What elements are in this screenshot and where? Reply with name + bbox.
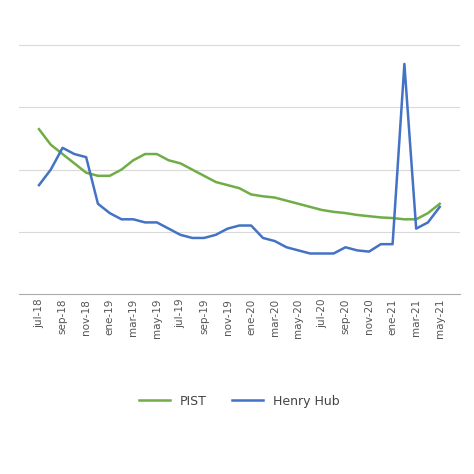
Henry Hub [95,201,101,207]
Henry Hub [60,145,65,151]
PIST [36,127,42,132]
PIST [413,217,419,222]
Legend: PIST, Henry Hub: PIST, Henry Hub [134,390,345,413]
PIST [142,151,148,157]
Henry Hub [401,61,407,67]
Henry Hub [225,226,230,231]
Henry Hub [213,232,219,237]
Henry Hub [307,251,313,256]
PIST [213,179,219,185]
Henry Hub [343,245,348,250]
PIST [319,207,325,213]
Henry Hub [295,247,301,253]
PIST [178,161,183,166]
Henry Hub [319,251,325,256]
Henry Hub [248,223,254,228]
Henry Hub [355,247,360,253]
PIST [343,210,348,216]
PIST [295,201,301,207]
Henry Hub [178,232,183,237]
PIST [83,170,89,175]
Line: Henry Hub: Henry Hub [39,64,440,254]
Henry Hub [36,182,42,188]
PIST [237,185,242,191]
Henry Hub [437,204,443,210]
PIST [425,210,431,216]
Henry Hub [107,210,112,216]
Henry Hub [413,226,419,231]
Henry Hub [166,226,172,231]
Henry Hub [366,249,372,255]
PIST [95,173,101,179]
PIST [72,161,77,166]
PIST [190,167,195,173]
PIST [378,215,383,220]
PIST [366,213,372,219]
Line: PIST: PIST [39,129,440,219]
PIST [260,193,266,199]
Henry Hub [118,217,124,222]
PIST [154,151,160,157]
Henry Hub [237,223,242,228]
Henry Hub [378,241,383,247]
Henry Hub [154,219,160,225]
Henry Hub [331,251,337,256]
PIST [118,167,124,173]
Henry Hub [72,151,77,157]
Henry Hub [48,167,54,173]
PIST [307,204,313,210]
Henry Hub [190,235,195,241]
PIST [283,198,289,203]
Henry Hub [83,155,89,160]
PIST [401,217,407,222]
PIST [248,191,254,197]
PIST [390,215,395,221]
Henry Hub [390,241,395,247]
PIST [48,142,54,147]
PIST [130,157,136,163]
Henry Hub [260,235,266,241]
PIST [201,173,207,179]
PIST [166,157,172,163]
Henry Hub [130,217,136,222]
Henry Hub [425,219,431,225]
Henry Hub [283,245,289,250]
PIST [225,182,230,188]
Henry Hub [201,235,207,241]
PIST [437,201,443,207]
Henry Hub [272,238,278,244]
Henry Hub [142,219,148,225]
PIST [272,195,278,201]
PIST [331,209,337,215]
PIST [60,151,65,157]
PIST [355,212,360,218]
PIST [107,173,112,179]
